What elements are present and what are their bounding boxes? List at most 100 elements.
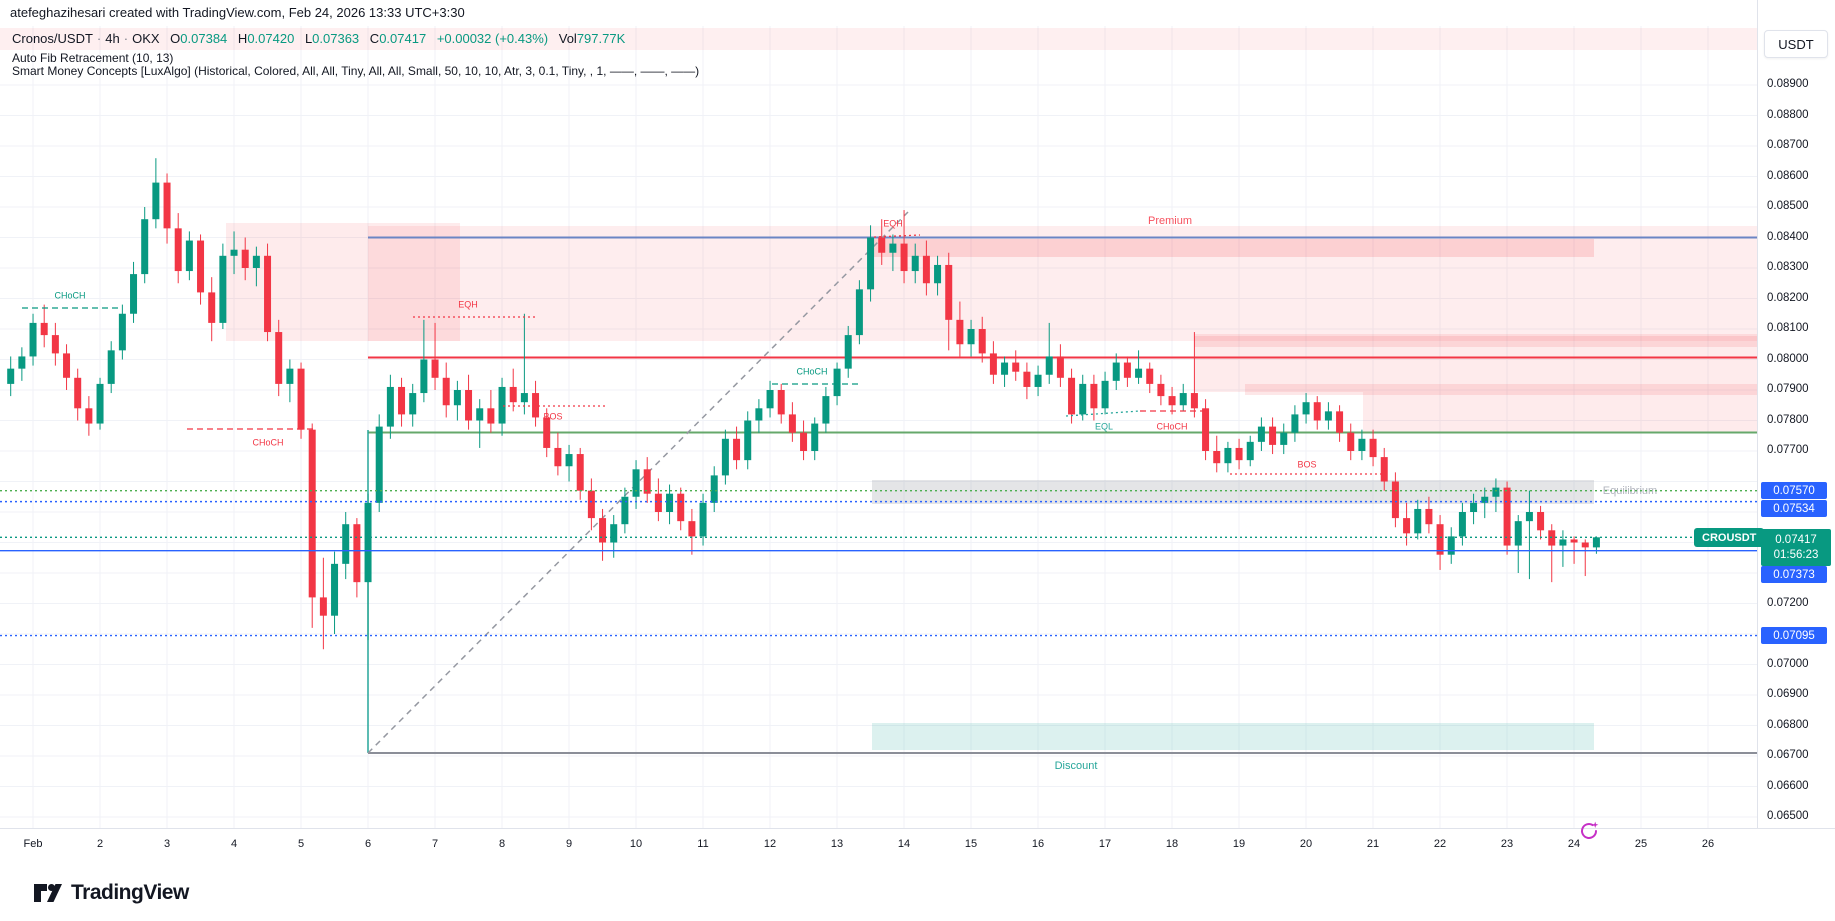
- candle-down: [1012, 362, 1020, 372]
- tradingview-logo-text: TradingView: [71, 881, 189, 904]
- timeframe[interactable]: 4h: [105, 31, 120, 46]
- candle-down: [1056, 356, 1064, 378]
- indicator-smc-row[interactable]: Smart Money Concepts [LuxAlgo] (Historic…: [12, 64, 700, 78]
- time-tick-label: 25: [1634, 838, 1648, 850]
- symbol-price-line-label: CROUSDT: [1694, 528, 1765, 547]
- price-tick-label: 0.08700: [1767, 139, 1809, 151]
- candle-down: [264, 255, 272, 333]
- price-tick-label: 0.08400: [1767, 230, 1809, 243]
- time-tick-label: 22: [1433, 838, 1447, 850]
- candle-up: [565, 454, 573, 467]
- candle-up: [811, 423, 819, 451]
- candle-down: [1391, 481, 1399, 519]
- price-tick-label: 0.06500: [1767, 810, 1809, 822]
- price-level-chip: 0.07373: [1761, 566, 1827, 583]
- candle-down: [1336, 411, 1344, 433]
- candle-up: [1559, 539, 1567, 546]
- symbol-name[interactable]: Cronos/USDT: [12, 31, 93, 46]
- candle-down: [1235, 447, 1243, 461]
- time-axis[interactable]: Feb 2 3 4 5 6 7 8 9 10 11 12 13 14 15 16 17 18 19 20 21 22 23 2…: [0, 828, 1835, 863]
- time-tick-label: 16: [1031, 838, 1045, 850]
- candle-up: [755, 408, 763, 421]
- time-tick-label: 26: [1701, 838, 1715, 850]
- candle-down: [688, 521, 696, 537]
- candle-down: [733, 438, 741, 461]
- candle-down: [51, 335, 59, 354]
- symbol-header-row[interactable]: Cronos/USDT · 4h · OKX O0.07384 H0.07420 L0.…: [12, 31, 625, 46]
- separator-dot: ·: [96, 31, 102, 46]
- price-tick-label: 0.08000: [1767, 352, 1809, 365]
- time-tick-label: 14: [897, 838, 911, 850]
- candle-up: [855, 289, 863, 336]
- price-tick-label: 0.08200: [1767, 291, 1809, 304]
- time-tick-label: 12: [763, 838, 777, 850]
- indicator-autofib-row[interactable]: Auto Fib Retracement (10, 13): [12, 51, 174, 65]
- time-tick-label: 6: [364, 838, 372, 850]
- choch-left-down-label: CHoCH: [252, 437, 283, 447]
- magic-replay-icon[interactable]: [1578, 820, 1600, 842]
- candle-down: [163, 182, 171, 229]
- candle-down: [208, 292, 216, 323]
- candle-up: [1001, 362, 1009, 375]
- time-tick-label: 8: [498, 838, 506, 850]
- candle-up: [219, 255, 227, 323]
- tradingview-logo[interactable]: TradingView: [33, 880, 189, 906]
- candle-up: [331, 563, 339, 616]
- candle-down: [74, 377, 82, 409]
- candle-up: [96, 383, 104, 424]
- candle-up: [1246, 441, 1254, 461]
- candle-up: [409, 393, 417, 415]
- time-tick-label: 18: [1165, 838, 1179, 850]
- candle-down: [197, 240, 205, 293]
- close-value: 0.07417: [379, 31, 427, 46]
- candle-down: [956, 319, 964, 345]
- candle-up: [822, 396, 830, 424]
- price-level-chip: 0.07095: [1761, 627, 1827, 644]
- price-tick-label: 0.08800: [1767, 108, 1809, 121]
- exchange-name[interactable]: OKX: [132, 31, 160, 46]
- candle-down: [1537, 512, 1545, 531]
- candle-down: [431, 359, 439, 378]
- close-label: C: [369, 31, 380, 46]
- bar-countdown: 01:56:23: [1773, 548, 1819, 561]
- candle-up: [867, 237, 875, 290]
- candle-up: [364, 502, 372, 583]
- candle-down: [1123, 362, 1131, 378]
- candle-down: [900, 243, 908, 272]
- low-value: 0.07363: [312, 31, 360, 46]
- candle-down: [1023, 371, 1031, 387]
- candle-up: [1101, 380, 1109, 409]
- time-tick-label: 9: [565, 838, 573, 850]
- open-value: 0.07384: [180, 31, 228, 46]
- zone-label-premium: Premium: [1148, 215, 1192, 227]
- candle-down: [800, 432, 808, 451]
- candle-up: [1492, 487, 1500, 497]
- candle-down: [532, 393, 540, 418]
- price-axis[interactable]: USDT 0.08900 0.08800 0.08700 0.08600 0.08500…: [1757, 0, 1835, 828]
- candle-down: [599, 518, 607, 543]
- open-label: O: [170, 31, 181, 46]
- time-tick-label: 24: [1567, 838, 1581, 850]
- candle-up: [1481, 496, 1489, 503]
- top-band: [0, 28, 1757, 50]
- candle-down: [1269, 426, 1277, 445]
- currency-toggle-button[interactable]: USDT: [1764, 30, 1828, 58]
- candle-down: [1503, 487, 1511, 546]
- time-tick-label: 7: [431, 838, 439, 850]
- candle-down: [442, 377, 450, 406]
- candle-down: [1347, 432, 1355, 451]
- candle-up: [420, 359, 428, 394]
- candle-up: [934, 264, 942, 284]
- time-tick-label: 4: [230, 838, 238, 850]
- candle-up: [699, 502, 707, 537]
- time-tick-label: 11: [697, 838, 709, 850]
- candle-down: [1570, 539, 1578, 543]
- candle-down: [241, 249, 249, 268]
- candle-up: [1135, 368, 1143, 378]
- volume-value: 797.77K: [576, 31, 626, 46]
- candle-down: [465, 390, 473, 421]
- candle-up: [386, 386, 394, 427]
- candle-down: [85, 408, 93, 424]
- candle-down: [487, 408, 495, 424]
